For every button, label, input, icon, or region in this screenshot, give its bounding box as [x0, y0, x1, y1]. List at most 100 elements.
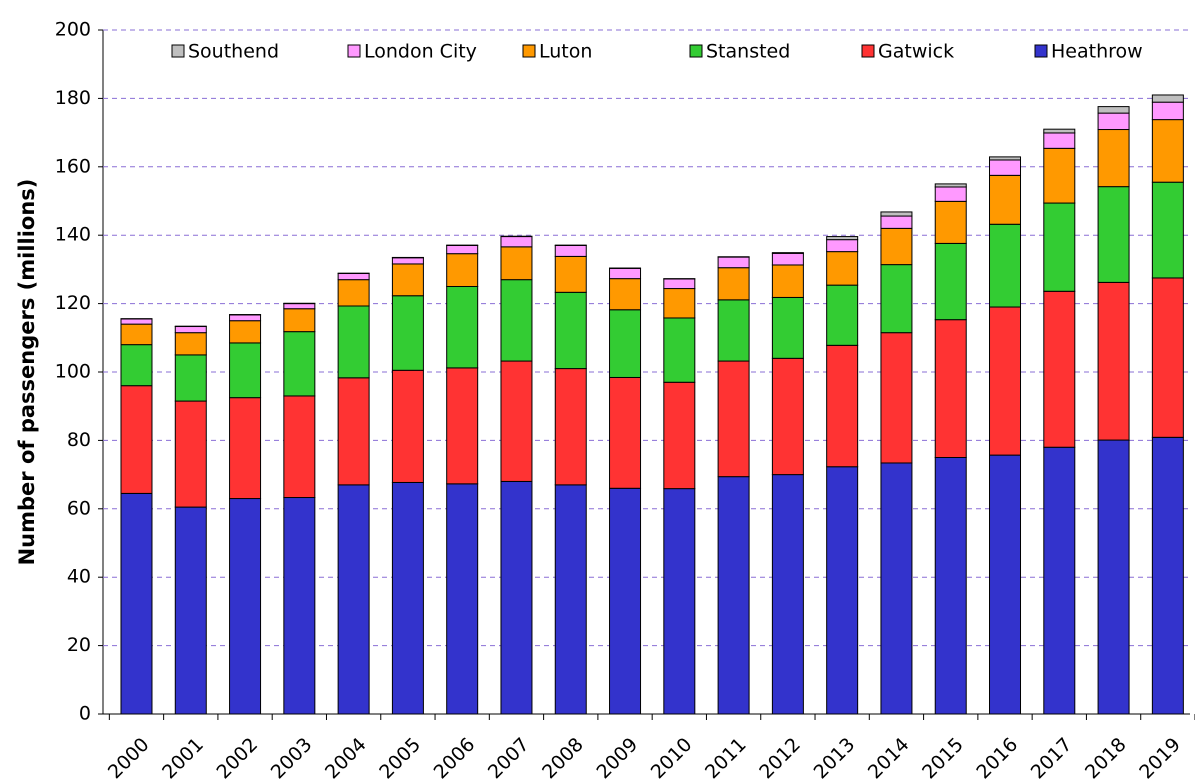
- x-tick-label: 2008: [538, 734, 588, 783]
- bar-segment: [500, 246, 533, 281]
- bar-segment: [283, 497, 316, 715]
- bar-segment: [880, 227, 913, 266]
- bar-segment: [880, 215, 913, 229]
- bar-segment: [826, 284, 859, 346]
- x-tick-label: 2004: [321, 734, 371, 783]
- bar-segment: [1097, 281, 1130, 441]
- bar-segment: [934, 457, 967, 715]
- bar-segment: [880, 264, 913, 334]
- bar-segment: [229, 320, 262, 344]
- bar-segment: [500, 360, 533, 482]
- bar-segment: [500, 236, 533, 248]
- bar-segment: [283, 303, 316, 310]
- y-axis-label: Number of passengers (millions): [15, 179, 39, 566]
- bar-segment: [771, 296, 804, 359]
- bar-segment: [1097, 439, 1130, 715]
- bar-segment: [989, 223, 1022, 308]
- bar-segment: [826, 466, 859, 715]
- y-tick-label: 0: [79, 703, 91, 725]
- y-tick-label: 40: [67, 566, 91, 588]
- legend-swatch: [1034, 44, 1048, 58]
- bar-segment: [391, 295, 424, 371]
- bar-segment: [1097, 186, 1130, 283]
- bar-segment: [771, 264, 804, 298]
- bar-segment: [1097, 106, 1130, 114]
- bar-segment: [609, 267, 642, 280]
- bar-segment: [663, 317, 696, 383]
- x-tick-label: 2015: [918, 734, 968, 783]
- bar-segment: [446, 286, 479, 369]
- bar-segment: [1043, 147, 1076, 204]
- x-tick-label: 2000: [104, 734, 154, 783]
- bar-segment: [554, 244, 587, 257]
- bar-segment: [1151, 181, 1184, 279]
- bar-segment: [446, 253, 479, 287]
- bar-segment: [554, 484, 587, 715]
- y-tick-label: 120: [55, 292, 91, 314]
- legend-label: Heathrow: [1051, 41, 1143, 63]
- bar-segment: [229, 342, 262, 399]
- bar-segment: [500, 480, 533, 715]
- bar-segment: [554, 255, 587, 293]
- bar-segment: [609, 278, 642, 311]
- bar-segment: [771, 252, 804, 254]
- bar-segment: [826, 251, 859, 286]
- bar-segment: [934, 319, 967, 459]
- bar-segment: [283, 308, 316, 333]
- legend-swatch: [861, 44, 875, 58]
- x-tick-label: 2009: [592, 734, 642, 783]
- bar-segment: [1151, 94, 1184, 103]
- bar-segment: [229, 314, 262, 322]
- bar-segment: [717, 256, 750, 269]
- bar-segment: [174, 326, 207, 334]
- y-tick-label: 20: [67, 634, 91, 656]
- bar-segment: [554, 291, 587, 370]
- bar-segment: [717, 299, 750, 362]
- bar-segment: [609, 309, 642, 378]
- x-tick-label: 2018: [1081, 734, 1131, 783]
- x-tick-label: 2013: [810, 734, 860, 783]
- x-tick-label: 2011: [701, 734, 751, 783]
- bar-segment: [283, 395, 316, 499]
- x-tick-label: 2014: [864, 734, 914, 783]
- legend-label: London City: [364, 41, 477, 63]
- x-tick-label: 2019: [1135, 734, 1185, 783]
- bar-segment: [934, 242, 967, 321]
- bar-segment: [337, 484, 370, 715]
- bar-segment: [391, 263, 424, 297]
- bar-segment: [174, 506, 207, 715]
- bar-segment: [1151, 119, 1184, 183]
- bar-segment: [989, 454, 1022, 715]
- bar-segment: [337, 273, 370, 281]
- bar-segment: [120, 492, 153, 715]
- legend-swatch: [689, 44, 703, 58]
- bar-segment: [989, 306, 1022, 456]
- x-tick-label: 2005: [375, 734, 425, 783]
- bar-segment: [120, 344, 153, 387]
- bar-segment: [1043, 128, 1076, 134]
- bar-segment: [174, 332, 207, 356]
- bar-segment: [337, 305, 370, 379]
- bar-segment: [446, 483, 479, 715]
- bar-segment: [989, 159, 1022, 176]
- x-tick-label: 2002: [212, 734, 262, 783]
- bar-segment: [1151, 101, 1184, 121]
- bar-segment: [120, 323, 153, 346]
- x-tick-label: 2006: [430, 734, 480, 783]
- legend-label: Stansted: [706, 41, 790, 63]
- x-tick-label: 2001: [158, 734, 208, 783]
- bar-segment: [609, 487, 642, 715]
- y-tick-label: 60: [67, 497, 91, 519]
- bar-segment: [1097, 112, 1130, 131]
- y-tick-label: 180: [55, 87, 91, 109]
- bar-segment: [229, 397, 262, 500]
- bar-segment: [663, 288, 696, 319]
- bar-segment: [120, 318, 153, 325]
- bar-segment: [880, 332, 913, 464]
- legend-label: Luton: [539, 41, 592, 63]
- bar-segment: [663, 381, 696, 490]
- bar-segment: [1043, 290, 1076, 448]
- bar-segment: [1151, 277, 1184, 438]
- bar-segment: [1043, 202, 1076, 292]
